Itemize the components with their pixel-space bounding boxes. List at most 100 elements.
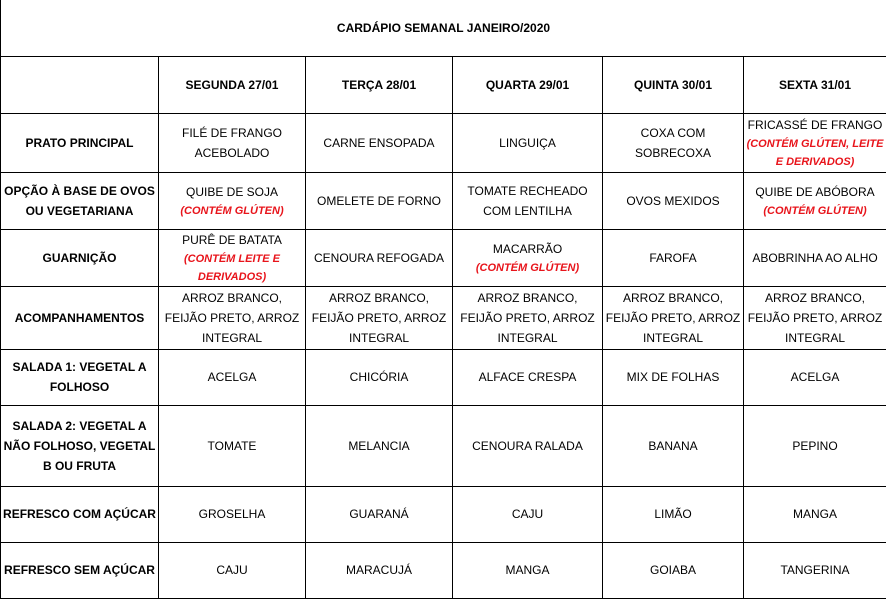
- menu-cell: MANGA: [744, 486, 886, 542]
- allergen-note: (CONTÉM GLÚTEN): [455, 259, 600, 277]
- dish-name: MIX DE FOLHAS: [605, 367, 741, 387]
- menu-cell: ABOBRINHA AO ALHO: [744, 229, 886, 286]
- menu-cell: TANGERINA: [744, 542, 886, 598]
- row-label: PRATO PRINCIPAL: [1, 113, 159, 172]
- day-header: SEGUNDA 27/01: [159, 56, 306, 113]
- menu-cell: FRICASSÉ DE FRANGO(CONTÉM GLÚTEN, LEITE …: [744, 113, 886, 172]
- dish-name: OVOS MEXIDOS: [605, 191, 741, 211]
- menu-cell: CENOURA REFOGADA: [306, 229, 453, 286]
- dish-name: LINGUIÇA: [455, 133, 600, 153]
- menu-cell: GOIABA: [603, 542, 744, 598]
- row-label: SALADA 1: VEGETAL A FOLHOSO: [1, 349, 159, 405]
- menu-cell: GROSELHA: [159, 486, 306, 542]
- dish-name: MANGA: [455, 560, 600, 580]
- dish-name: ARROZ BRANCO, FEIJÃO PRETO, ARROZ INTEGR…: [308, 288, 450, 348]
- menu-cell: FILÉ DE FRANGO ACEBOLADO: [159, 113, 306, 172]
- dish-name: ACELGA: [746, 367, 884, 387]
- dish-name: TOMATE: [161, 436, 303, 456]
- menu-cell: ACELGA: [159, 349, 306, 405]
- dish-name: CHICÓRIA: [308, 367, 450, 387]
- dish-name: FILÉ DE FRANGO ACEBOLADO: [161, 123, 303, 163]
- menu-cell: ARROZ BRANCO, FEIJÃO PRETO, ARROZ INTEGR…: [159, 286, 306, 349]
- row-label: GUARNIÇÃO: [1, 229, 159, 286]
- menu-cell: MIX DE FOLHAS: [603, 349, 744, 405]
- menu-cell: ALFACE CRESPA: [453, 349, 603, 405]
- dish-name: CENOURA REFOGADA: [308, 248, 450, 268]
- dish-name: ACELGA: [161, 367, 303, 387]
- dish-name: GOIABA: [605, 560, 741, 580]
- menu-cell: TOMATE RECHEADO COM LENTILHA: [453, 172, 603, 229]
- menu-cell: COXA COM SOBRECOXA: [603, 113, 744, 172]
- header-row: SEGUNDA 27/01 TERÇA 28/01 QUARTA 29/01 Q…: [1, 56, 886, 113]
- menu-cell: ARROZ BRANCO, FEIJÃO PRETO, ARROZ INTEGR…: [603, 286, 744, 349]
- menu-cell: QUIBE DE ABÓBORA(CONTÉM GLÚTEN): [744, 172, 886, 229]
- menu-cell: CAJU: [159, 542, 306, 598]
- menu-cell: CAJU: [453, 486, 603, 542]
- dish-name: CAJU: [161, 560, 303, 580]
- dish-name: BANANA: [605, 436, 741, 456]
- menu-cell: MACARRÃO(CONTÉM GLÚTEN): [453, 229, 603, 286]
- dish-name: LIMÃO: [605, 504, 741, 524]
- menu-cell: LINGUIÇA: [453, 113, 603, 172]
- dish-name: FRICASSÉ DE FRANGO: [746, 115, 884, 135]
- allergen-note: (CONTÉM LEITE E DERIVADOS): [161, 250, 303, 286]
- dish-name: ABOBRINHA AO ALHO: [746, 248, 884, 268]
- dish-name: CENOURA RALADA: [455, 436, 600, 456]
- corner-cell: [1, 56, 159, 113]
- dish-name: MELANCIA: [308, 436, 450, 456]
- dish-name: MARACUJÁ: [308, 560, 450, 580]
- menu-cell: FAROFA: [603, 229, 744, 286]
- dish-name: PEPINO: [746, 436, 884, 456]
- day-header: QUINTA 30/01: [603, 56, 744, 113]
- menu-cell: ARROZ BRANCO, FEIJÃO PRETO, ARROZ INTEGR…: [453, 286, 603, 349]
- menu-cell: OVOS MEXIDOS: [603, 172, 744, 229]
- menu-cell: QUIBE DE SOJA(CONTÉM GLÚTEN): [159, 172, 306, 229]
- menu-cell: ARROZ BRANCO, FEIJÃO PRETO, ARROZ INTEGR…: [744, 286, 886, 349]
- menu-cell: CARNE ENSOPADA: [306, 113, 453, 172]
- menu-cell: LIMÃO: [603, 486, 744, 542]
- menu-cell: GUARANÁ: [306, 486, 453, 542]
- dish-name: ARROZ BRANCO, FEIJÃO PRETO, ARROZ INTEGR…: [455, 288, 600, 348]
- menu-cell: MELANCIA: [306, 405, 453, 486]
- menu-cell: BANANA: [603, 405, 744, 486]
- menu-cell: MANGA: [453, 542, 603, 598]
- allergen-note: (CONTÉM GLÚTEN): [746, 202, 884, 220]
- dish-name: ARROZ BRANCO, FEIJÃO PRETO, ARROZ INTEGR…: [161, 288, 303, 348]
- day-header: SEXTA 31/01: [744, 56, 886, 113]
- dish-name: MANGA: [746, 504, 884, 524]
- menu-title: CARDÁPIO SEMANAL JANEIRO/2020: [1, 0, 886, 56]
- dish-name: QUIBE DE SOJA: [161, 182, 303, 202]
- dish-name: OMELETE DE FORNO: [308, 191, 450, 211]
- row-label: REFRESCO COM AÇÚCAR: [1, 486, 159, 542]
- title-row: CARDÁPIO SEMANAL JANEIRO/2020: [1, 0, 886, 56]
- dish-name: ARROZ BRANCO, FEIJÃO PRETO, ARROZ INTEGR…: [605, 288, 741, 348]
- dish-name: PURÊ DE BATATA: [161, 230, 303, 250]
- dish-name: COXA COM SOBRECOXA: [605, 123, 741, 163]
- row-label: ACOMPANHAMENTOS: [1, 286, 159, 349]
- row-label: OPÇÃO À BASE DE OVOS OU VEGETARIANA: [1, 172, 159, 229]
- row-label: REFRESCO SEM AÇÚCAR: [1, 542, 159, 598]
- dish-name: QUIBE DE ABÓBORA: [746, 182, 884, 202]
- allergen-note: (CONTÉM GLÚTEN, LEITE E DERIVADOS): [746, 135, 884, 171]
- dish-name: CAJU: [455, 504, 600, 524]
- row-label: SALADA 2: VEGETAL A NÃO FOLHOSO, VEGETAL…: [1, 405, 159, 486]
- menu-cell: OMELETE DE FORNO: [306, 172, 453, 229]
- allergen-note: (CONTÉM GLÚTEN): [161, 202, 303, 220]
- dish-name: ALFACE CRESPA: [455, 367, 600, 387]
- day-header: TERÇA 28/01: [306, 56, 453, 113]
- menu-cell: CHICÓRIA: [306, 349, 453, 405]
- menu-row: SALADA 2: VEGETAL A NÃO FOLHOSO, VEGETAL…: [1, 405, 886, 486]
- menu-cell: MARACUJÁ: [306, 542, 453, 598]
- menu-cell: TOMATE: [159, 405, 306, 486]
- dish-name: TOMATE RECHEADO COM LENTILHA: [455, 181, 600, 221]
- dish-name: ARROZ BRANCO, FEIJÃO PRETO, ARROZ INTEGR…: [746, 288, 884, 348]
- day-header: QUARTA 29/01: [453, 56, 603, 113]
- dish-name: MACARRÃO: [455, 239, 600, 259]
